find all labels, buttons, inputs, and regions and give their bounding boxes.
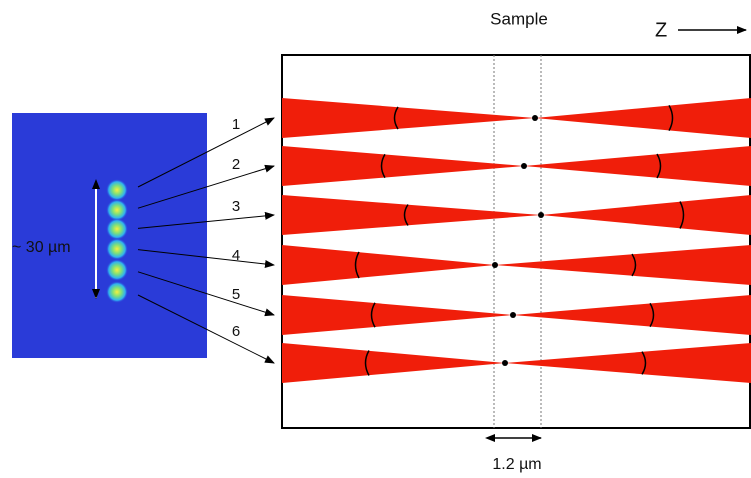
- focus-spread-label: 1.2 µm: [492, 456, 541, 473]
- beam-in: [282, 343, 505, 383]
- beam-arrow: [137, 294, 275, 364]
- wavefront: [393, 106, 399, 130]
- wavefront: [403, 204, 409, 226]
- beam-arrow: [137, 249, 275, 268]
- beam-in: [282, 295, 513, 335]
- axis-label: Z: [655, 19, 667, 41]
- beam-arrow: [137, 211, 275, 229]
- wavefront: [631, 253, 637, 277]
- focus-dot: [538, 212, 544, 218]
- beam-number: 3: [232, 198, 240, 215]
- beam-in: [282, 146, 524, 186]
- sample-label: Sample: [490, 9, 548, 28]
- focus-dot: [510, 312, 516, 318]
- wavefront: [668, 104, 674, 132]
- beam-out: [541, 195, 751, 235]
- wavefront: [364, 350, 370, 376]
- spot-spacing-label: ~ 30 µm: [12, 239, 71, 256]
- wavefront: [649, 302, 655, 328]
- beam-out: [513, 295, 751, 335]
- focus-dot: [532, 115, 538, 121]
- focus-dot: [502, 360, 508, 366]
- beam-number: 2: [232, 156, 240, 173]
- beam-arrow: [137, 271, 275, 317]
- spots: 1 2 3 4 5 6: [106, 116, 275, 364]
- wavefront: [380, 153, 386, 179]
- spot: [106, 179, 128, 201]
- sample-box: [281, 54, 751, 429]
- spot: [106, 238, 128, 260]
- wavefront: [656, 153, 662, 179]
- wavefront: [370, 302, 376, 328]
- beam-in: [282, 195, 541, 235]
- beam-out: [495, 245, 751, 285]
- beam-in: [282, 245, 495, 285]
- beam-number: 4: [232, 247, 240, 264]
- beam-out: [524, 146, 751, 186]
- beam-arrow: [137, 117, 275, 188]
- beam-out: [505, 343, 751, 383]
- beam-number: 6: [232, 323, 240, 340]
- beam-out: [535, 98, 751, 138]
- spot: [106, 281, 128, 303]
- wavefront: [679, 201, 685, 229]
- spot: [106, 259, 128, 281]
- focus-dot: [492, 262, 498, 268]
- wavefront: [354, 251, 360, 279]
- focus-dot: [521, 163, 527, 169]
- spot: [106, 218, 128, 240]
- beams: [282, 98, 751, 383]
- wavefront: [641, 351, 647, 375]
- beam-number: 5: [232, 286, 240, 303]
- spot: [106, 199, 128, 221]
- beam-number: 1: [232, 116, 240, 133]
- beam-arrow: [137, 164, 275, 209]
- beam-in: [282, 98, 535, 138]
